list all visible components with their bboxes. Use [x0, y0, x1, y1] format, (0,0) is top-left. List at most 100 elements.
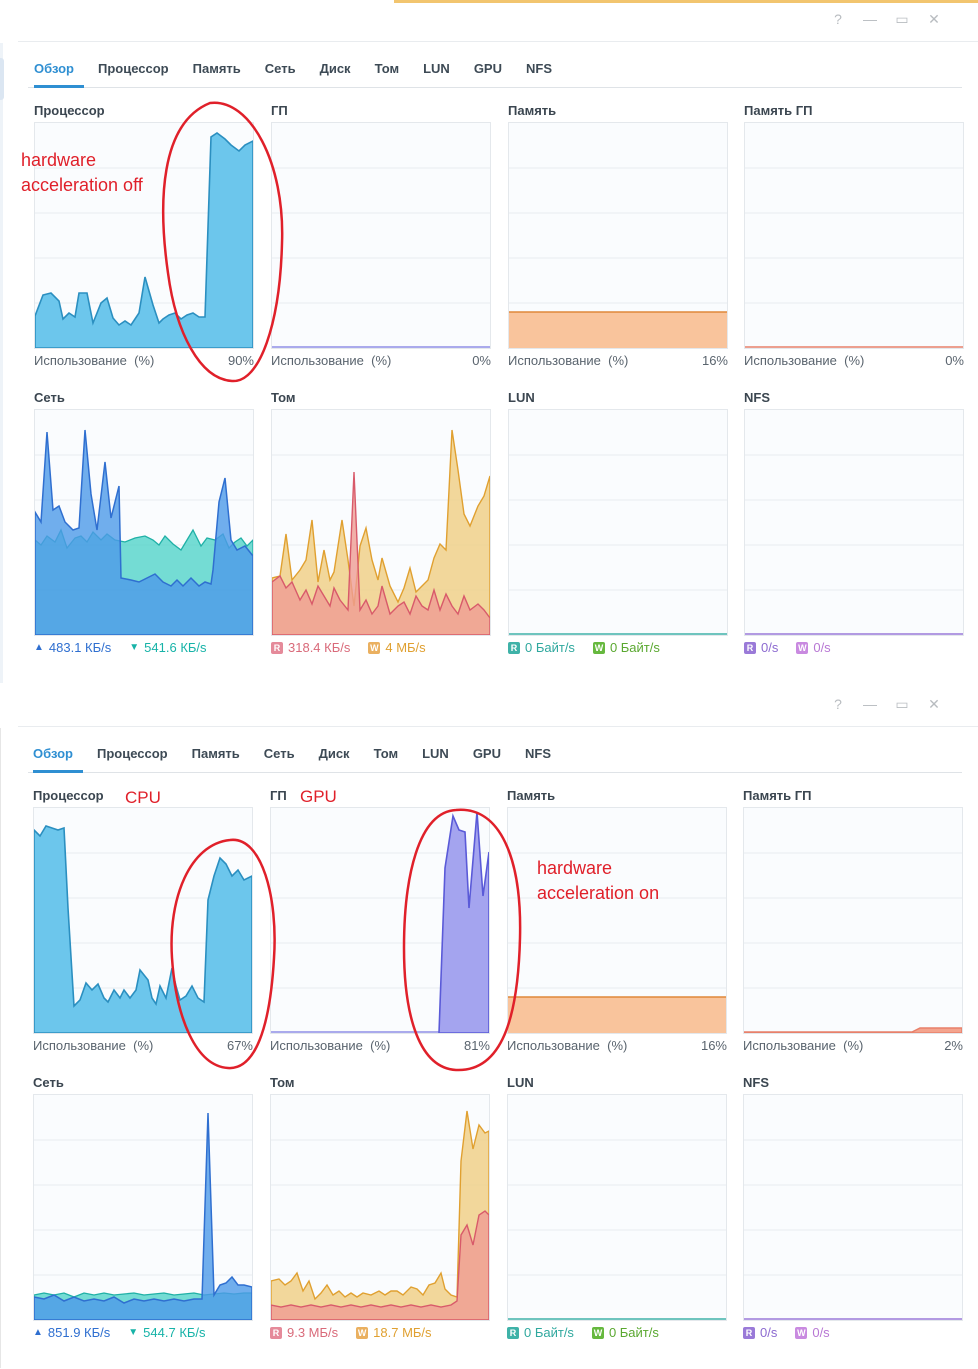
memory-card[interactable]: Память Использование (%) 16% [508, 103, 728, 368]
nfs-legend: R 0/s W 0/s [744, 640, 964, 655]
gpu-memory-card[interactable]: Память ГП Использование (%) 2% [743, 788, 963, 1053]
nfs-card[interactable]: NFS R 0/s W 0/s [743, 1075, 963, 1340]
background-strip [394, 0, 978, 3]
memory-usage-value: 16% [700, 1038, 727, 1053]
help-icon[interactable]: ? [834, 696, 842, 712]
annotation-cpu: CPU [125, 788, 161, 807]
tab-volume[interactable]: Том [374, 61, 400, 76]
volume-chart-svg [272, 429, 490, 635]
upload-rate: 483.1 КБ/s [48, 640, 112, 655]
usage-unit: (%) [844, 353, 865, 368]
lun-legend: R 0 Байт/s W 0 Байт/s [508, 640, 728, 655]
memory-usage-footer: Использование (%) 16% [507, 1038, 727, 1053]
gpu-memory-chart [744, 122, 964, 349]
volume-chart [270, 1094, 490, 1321]
tab-memory[interactable]: Память [191, 746, 240, 761]
memory-chart-svg [508, 852, 726, 1033]
nfs-chart [743, 1094, 963, 1321]
gpu-memory-area [744, 1027, 962, 1033]
tab-cpu[interactable]: Процессор [98, 61, 169, 76]
gpu-usage-value: 81% [463, 1038, 490, 1053]
usage-label: Использование [508, 353, 601, 368]
volume-card[interactable]: Том R 9.3 МБ/s W 18.7 МБ/s [270, 1075, 490, 1340]
network-chart-svg [34, 1112, 252, 1320]
volume-chart-svg [271, 1110, 489, 1320]
gpu-chart-svg [271, 811, 489, 1033]
tab-cpu[interactable]: Процессор [97, 746, 168, 761]
tab-network[interactable]: Сеть [264, 61, 296, 76]
network-card[interactable]: Сеть ▲ 483.1 КБ/s ▼ 541.6 КБ/s [34, 390, 254, 655]
lun-card[interactable]: LUN R 0 Байт/s W 0 Байт/s [508, 390, 728, 655]
close-icon[interactable]: ✕ [928, 11, 940, 27]
read-rate: 9.3 МБ/s [287, 1325, 339, 1340]
lun-card[interactable]: LUN R 0 Байт/s W 0 Байт/s [507, 1075, 727, 1340]
network-card[interactable]: Сеть ▲ 851.9 КБ/s ▼ 544.7 КБ/s [33, 1075, 253, 1340]
tab-disk[interactable]: Диск [318, 746, 350, 761]
nfs-card[interactable]: NFS R 0/s W 0/s [744, 390, 964, 655]
tab-network[interactable]: Сеть [263, 746, 295, 761]
usage-unit: (%) [371, 353, 392, 368]
memory-chart [508, 122, 728, 349]
window-controls: ? — ▭ ✕ [822, 11, 950, 28]
nfs-chart-svg [744, 1139, 962, 1320]
usage-label: Использование [34, 353, 127, 368]
title-divider [18, 726, 978, 727]
resource-monitor-window-2: ? — ▭ ✕ Обзор Процессор Память Сеть Диск… [0, 688, 978, 1369]
gpu-memory-card[interactable]: Память ГП Использование (%) 0% [744, 103, 964, 368]
annotation-hw-accel-on: hardware acceleration on [537, 858, 660, 903]
close-icon[interactable]: ✕ [928, 696, 940, 712]
lun-chart-svg [508, 1139, 726, 1320]
card-title: Память [507, 788, 556, 803]
tab-disk[interactable]: Диск [319, 61, 351, 76]
minimize-icon[interactable]: — [863, 11, 877, 27]
gpu-chart [270, 807, 490, 1034]
write-badge-icon: W [368, 641, 381, 654]
memory-card[interactable]: Память Использование (%) 16% [507, 788, 727, 1053]
card-title: Память [508, 103, 557, 118]
sidebar-tab[interactable] [0, 58, 4, 100]
volume-read-area [271, 1210, 489, 1320]
nfs-chart-svg [745, 454, 963, 635]
help-icon[interactable]: ? [834, 11, 842, 27]
tab-gpu[interactable]: GPU [472, 746, 501, 761]
usage-label: Использование [33, 1038, 126, 1053]
chart-grid [508, 1139, 726, 1276]
tab-bar: Обзор Процессор Память Сеть Диск Том LUN… [33, 744, 575, 766]
chart-grid [509, 454, 727, 591]
title-divider [18, 41, 978, 42]
minimize-icon[interactable]: — [863, 696, 877, 712]
network-upload-area [34, 1112, 252, 1320]
tab-lun[interactable]: LUN [422, 746, 449, 761]
tab-memory[interactable]: Память [192, 61, 241, 76]
tab-overview[interactable]: Обзор [33, 746, 73, 761]
tab-gpu[interactable]: GPU [473, 61, 502, 76]
active-tab-indicator [34, 85, 84, 88]
read-badge-icon: R [744, 641, 756, 654]
volume-card[interactable]: Том R 318.4 КБ/s W 4 МБ/s [271, 390, 491, 655]
annotation-hw-accel-off: hardware acceleration off [21, 150, 143, 195]
chart-grid [745, 454, 963, 591]
gpu-card[interactable]: ГП Использование (%) 0% [271, 103, 491, 368]
card-title: LUN [507, 1075, 534, 1090]
tab-overview[interactable]: Обзор [34, 61, 74, 76]
lun-chart [508, 409, 728, 636]
maximize-icon[interactable]: ▭ [895, 696, 909, 712]
tab-volume[interactable]: Том [373, 746, 399, 761]
tab-nfs[interactable]: NFS [525, 61, 552, 76]
usage-label: Использование [743, 1038, 836, 1053]
gpu-memory-usage-footer: Использование (%) 0% [744, 353, 964, 368]
card-title: Процессор [34, 103, 105, 118]
cpu-card[interactable]: Процессор Использование (%) 90% [34, 103, 254, 368]
usage-unit: (%) [134, 353, 155, 368]
tab-lun[interactable]: LUN [423, 61, 450, 76]
read-badge-icon: R [507, 1326, 519, 1339]
maximize-icon[interactable]: ▭ [895, 11, 909, 27]
upload-arrow-icon: ▲ [33, 1327, 43, 1338]
gpu-usage-footer: Использование (%) 81% [270, 1038, 490, 1053]
usage-unit: (%) [133, 1038, 154, 1053]
tab-nfs[interactable]: NFS [524, 746, 551, 761]
gpu-memory-chart [743, 807, 963, 1034]
read-badge-icon: R [743, 1326, 755, 1339]
network-chart [34, 409, 254, 636]
cpu-chart-svg [34, 825, 252, 1033]
